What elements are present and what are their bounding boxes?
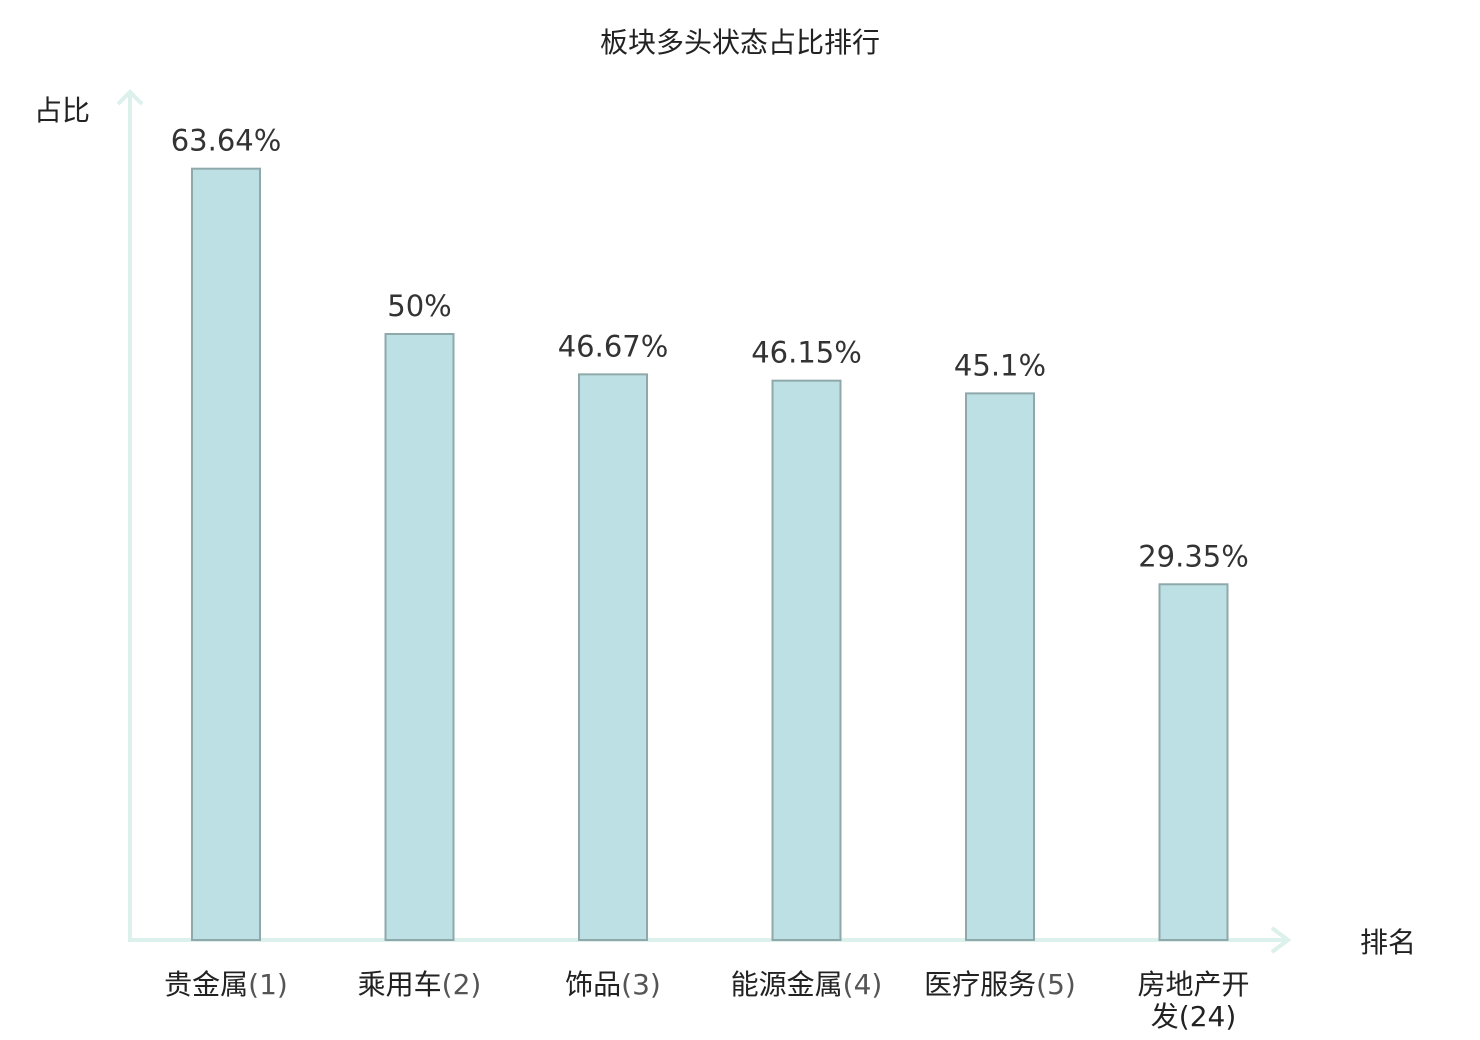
value-label-0: 63.64% <box>171 124 282 158</box>
category-label-4: 医疗服务(5) <box>924 968 1076 1001</box>
value-labels-group: 63.64% 50% 46.67% 46.15% 45.1% 29.35% <box>171 124 1249 574</box>
value-label-2: 46.67% <box>558 329 669 363</box>
x-axis-arrow <box>1270 926 1292 954</box>
bar-1 <box>384 333 455 941</box>
x-axis-label: 排名 <box>1360 926 1416 959</box>
category-labels-group: 贵金属(1) 乘用车(2) 饰品(3) 能源金属(4) 医疗服务(5) 房地产开发(24) <box>164 968 1249 1033</box>
y-axis-label: 占比 <box>34 94 90 127</box>
bar-0 <box>191 167 261 941</box>
category-rank-5: (24) <box>1179 1000 1236 1033</box>
category-rank-0: (1) <box>248 968 288 1001</box>
category-rank-1: (2) <box>442 968 482 1001</box>
category-label-1: 乘用车(2) <box>358 968 482 1001</box>
category-name-2: 饰品 <box>565 968 621 1001</box>
value-label-4: 45.1% <box>954 348 1046 382</box>
category-label-2: 饰品(3) <box>565 968 661 1001</box>
y-axis-arrow <box>116 89 144 106</box>
category-name-4: 医疗服务 <box>924 968 1036 1001</box>
value-label-5: 29.35% <box>1138 539 1249 573</box>
category-name-3: 能源金属 <box>731 968 843 1001</box>
category-rank-3: (4) <box>843 968 883 1001</box>
bars-group <box>191 167 1229 941</box>
category-name-line2-5: 发 <box>1151 1000 1179 1033</box>
chart-title: 板块多头状态占比排行 <box>600 26 880 59</box>
bar-5 <box>1158 583 1229 941</box>
bar-4 <box>965 392 1035 941</box>
category-rank-2: (3) <box>621 968 661 1001</box>
category-name-line1-5: 房地产开 <box>1137 968 1249 1001</box>
category-label-3: 能源金属(4) <box>731 968 883 1001</box>
category-rank-4: (5) <box>1036 968 1076 1001</box>
bar-2 <box>578 373 648 941</box>
value-label-3: 46.15% <box>751 336 862 370</box>
category-label-0: 贵金属(1) <box>164 968 288 1001</box>
bar-3 <box>771 379 842 941</box>
category-name-0: 贵金属 <box>164 968 248 1001</box>
category-label-5: 房地产开发(24) <box>1137 968 1249 1033</box>
category-name-1: 乘用车 <box>358 968 442 1001</box>
value-label-1: 50% <box>387 289 451 323</box>
